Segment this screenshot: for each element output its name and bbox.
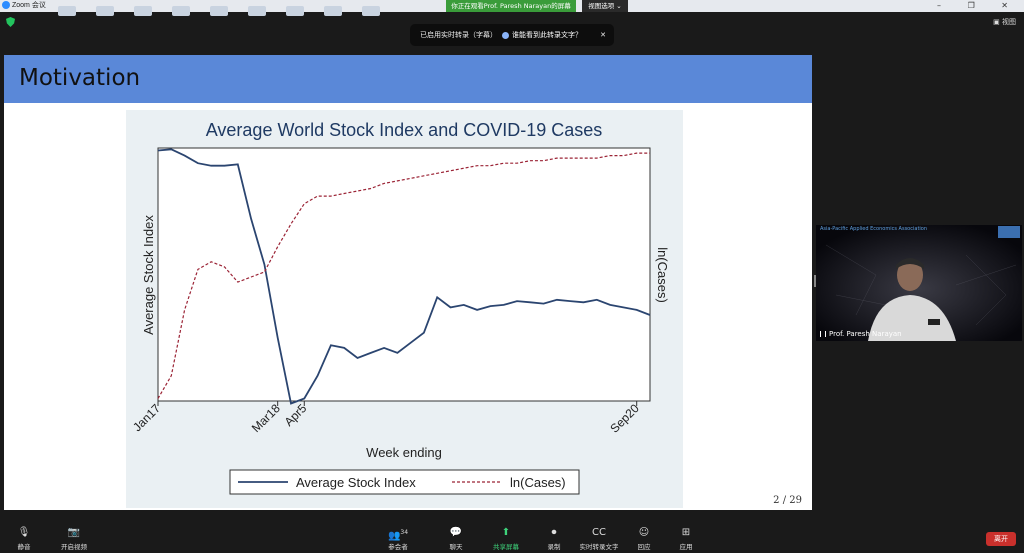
close-icon[interactable]: ✕ — [600, 31, 606, 39]
app-title-label: Zoom 会议 — [12, 2, 46, 9]
apps-label: 应用 — [679, 543, 693, 551]
panel-resize-handle[interactable] — [814, 275, 816, 287]
plot-area — [157, 147, 651, 402]
share-screen-button[interactable]: ⬆ 共享屏幕 — [486, 527, 526, 551]
organization-banner: Asia-Pacific Applied Economics Associati… — [820, 226, 928, 232]
series-layer — [157, 148, 651, 405]
live-transcription-bar: 已启用实时转录（字幕） 谁能看到此转录文字？ ✕ — [410, 24, 614, 46]
reactions-button[interactable]: ☺ 回应 — [624, 527, 664, 551]
participant-name-label: Prof. Paresh Narayan — [829, 330, 902, 338]
live-transcript-button[interactable]: CC 实时转录文字 — [579, 527, 619, 551]
video-label: 开启视频 — [61, 543, 87, 551]
mute-button[interactable]: 🎙 静音 — [4, 527, 44, 551]
y-axis-label-left: Average Stock Index — [141, 215, 156, 335]
signal-icon — [820, 331, 826, 337]
meeting-toolbar: 🎙 静音 📷 开启视频 👥34 参会者 💬 聊天 ⬆ 共享屏幕 ⏺ 录制 CC … — [0, 522, 1024, 553]
stock-covid-chart: Average World Stock Index and COVID-19 C… — [126, 110, 683, 508]
transcription-status: 已启用实时转录（字幕） — [420, 31, 497, 39]
participant-name: Prof. Paresh Narayan — [820, 330, 902, 338]
who-can-see-link[interactable]: 谁能看到此转录文字？ — [502, 24, 582, 46]
series-line-stock-index — [157, 148, 651, 405]
microphone-icon: 🎙 — [17, 527, 31, 538]
captions-label: 实时转录文字 — [579, 543, 619, 551]
zoom-logo-icon — [2, 1, 10, 10]
slide-header: Motivation — [4, 55, 812, 103]
y-axis-label-right: ln(Cases) — [655, 247, 670, 303]
app-title: Zoom 会议 — [2, 0, 46, 12]
record-button[interactable]: ⏺ 录制 — [534, 527, 574, 551]
page-number: 2 / 29 — [773, 495, 802, 506]
start-video-button[interactable]: 📷 开启视频 — [54, 527, 94, 551]
participants-icon: 👥34 — [387, 529, 409, 542]
participant-count: 34 — [400, 529, 409, 536]
participants-label: 参会者 — [388, 543, 408, 551]
share-label: 共享屏幕 — [493, 543, 519, 551]
chart-title: Average World Stock Index and COVID-19 C… — [206, 120, 603, 140]
window-controls[interactable]: – ❐ ✕ — [937, 1, 1020, 10]
viewing-banner: 你正在观看Prof. Paresh Narayan的屏幕 — [446, 0, 576, 12]
legend — [229, 469, 580, 495]
legend-label: ln(Cases) — [510, 475, 566, 490]
closed-captions-icon: CC — [592, 527, 606, 538]
x-axis-label: Week ending — [366, 445, 442, 460]
smiley-icon: ☺ — [638, 527, 650, 538]
leave-button[interactable]: 离开 — [986, 532, 1016, 546]
participants-button[interactable]: 👥34 参会者 — [378, 527, 418, 551]
chat-icon: 💬 — [449, 527, 463, 538]
speaker-video-tile[interactable]: Asia-Pacific Applied Economics Associati… — [816, 225, 1022, 341]
video-feed — [816, 225, 1022, 341]
chat-label: 聊天 — [449, 543, 463, 551]
security-shield-icon[interactable] — [6, 17, 15, 27]
share-screen-icon: ⬆ — [501, 527, 511, 538]
view-options-button[interactable]: 视图选项 ⌄ — [582, 0, 628, 12]
person-icon — [502, 31, 509, 39]
video-camera-icon: 📷 — [67, 527, 81, 538]
organization-logo — [998, 226, 1020, 238]
shared-slide: Motivation Average World Stock Index and… — [4, 55, 812, 510]
mute-label: 静音 — [17, 543, 31, 551]
taskbar-thumbnails — [58, 1, 400, 20]
series-line-ln-cases — [157, 152, 650, 399]
who-can-see-label: 谁能看到此转录文字？ — [512, 31, 582, 39]
record-icon: ⏺ — [551, 527, 557, 538]
record-label: 录制 — [547, 543, 561, 551]
legend-label: Average Stock Index — [296, 475, 416, 490]
chat-button[interactable]: 💬 聊天 — [436, 527, 476, 551]
apps-button[interactable]: ⊞ 应用 — [666, 527, 706, 551]
legend-entries: Average Stock Index ln(Cases) — [238, 475, 566, 490]
reactions-label: 回应 — [637, 543, 651, 551]
apps-icon: ⊞ — [681, 527, 691, 538]
view-button[interactable]: ▣ 视图 — [993, 18, 1016, 26]
slide-title: Motivation — [19, 65, 141, 91]
